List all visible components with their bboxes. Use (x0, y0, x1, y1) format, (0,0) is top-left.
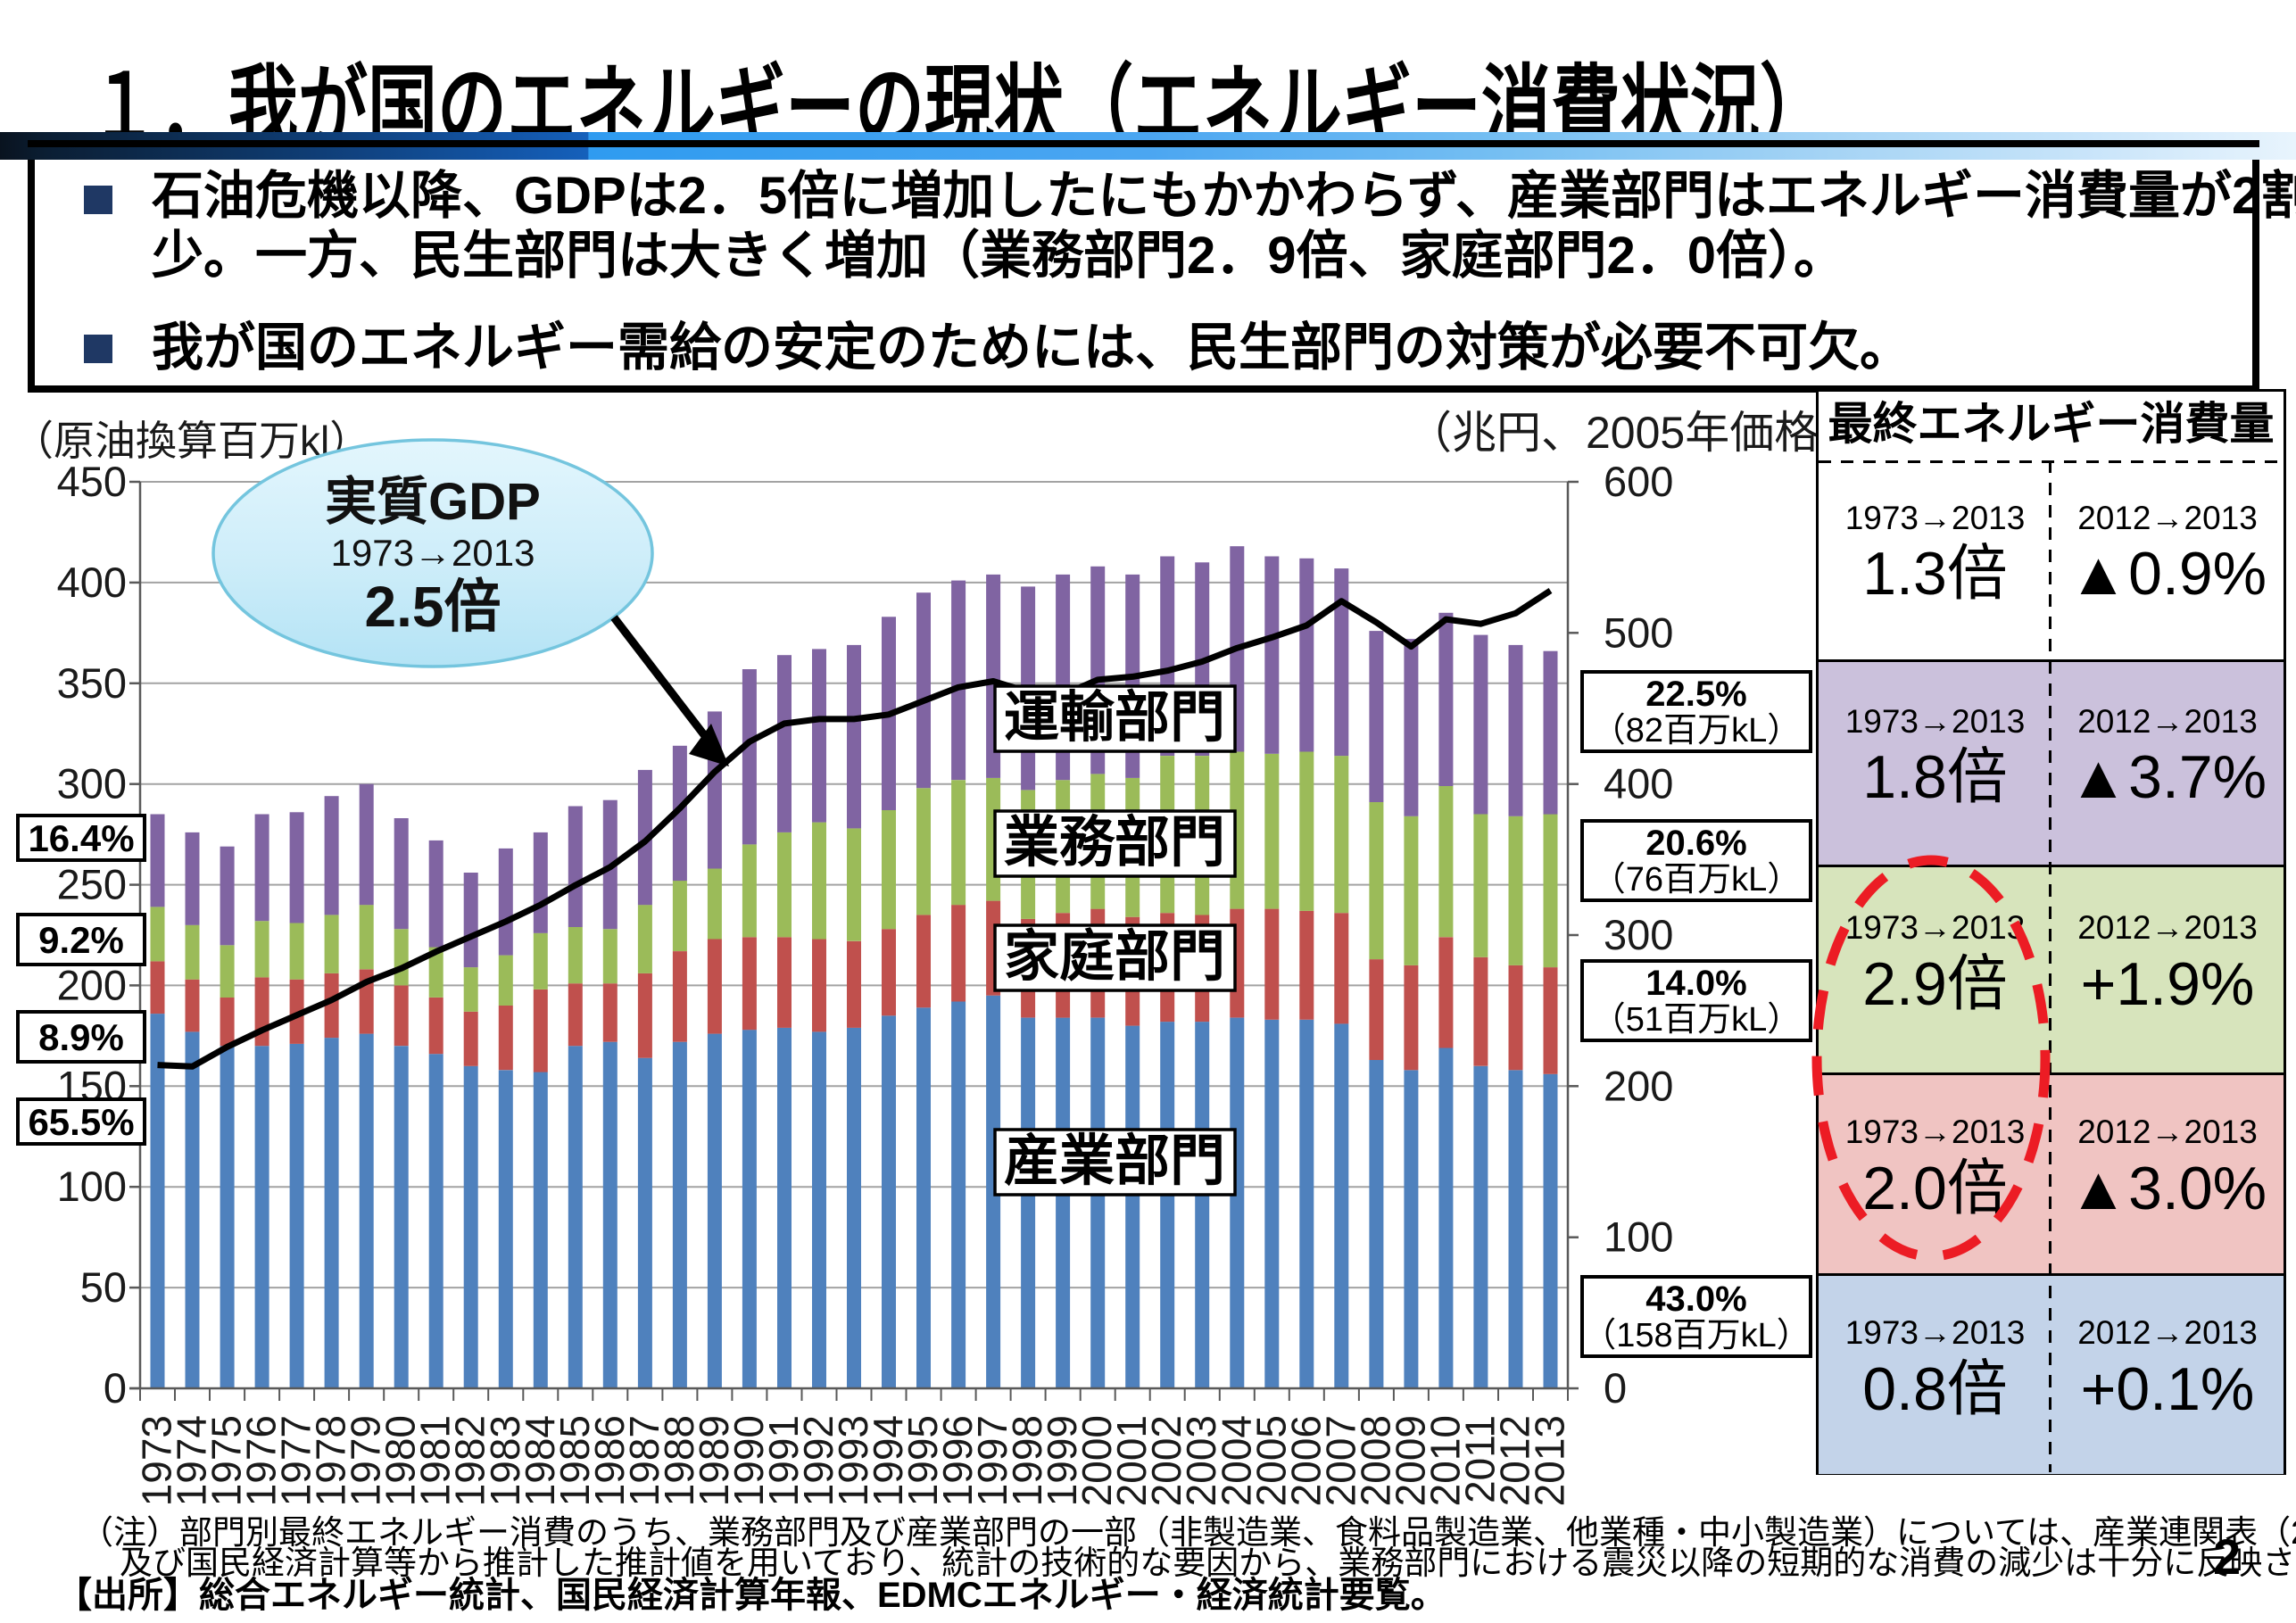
svg-text:16.4%: 16.4% (28, 817, 134, 859)
svg-text:（兆円、2005年価格）: （兆円、2005年価格） (1407, 408, 1825, 458)
svg-text:1981: 1981 (412, 1415, 459, 1506)
svg-text:1978: 1978 (308, 1415, 354, 1506)
svg-text:2011: 2011 (1456, 1415, 1503, 1503)
svg-text:300: 300 (57, 760, 127, 807)
svg-text:65.5%: 65.5% (28, 1101, 134, 1143)
svg-text:1980: 1980 (377, 1415, 424, 1506)
svg-text:1984: 1984 (517, 1415, 563, 1506)
svg-text:1990: 1990 (725, 1415, 772, 1506)
svg-text:350: 350 (57, 659, 127, 707)
svg-text:1982: 1982 (447, 1415, 493, 1506)
svg-text:50: 50 (80, 1263, 127, 1311)
svg-text:450: 450 (57, 458, 127, 505)
svg-text:1998: 1998 (1004, 1415, 1050, 1506)
svg-text:1986: 1986 (586, 1415, 633, 1506)
svg-text:1992: 1992 (795, 1415, 841, 1506)
svg-text:300: 300 (1604, 911, 1673, 958)
svg-text:22.5%: 22.5% (1645, 675, 1746, 714)
svg-text:1994: 1994 (865, 1415, 911, 1506)
svg-text:200: 200 (1604, 1062, 1673, 1109)
svg-text:100: 100 (57, 1163, 127, 1210)
svg-text:600: 600 (1604, 458, 1673, 505)
svg-text:8.9%: 8.9% (38, 1016, 124, 1058)
svg-text:2008: 2008 (1352, 1415, 1398, 1506)
svg-text:400: 400 (1604, 760, 1673, 807)
svg-text:1993: 1993 (830, 1415, 876, 1506)
svg-text:2005: 2005 (1247, 1415, 1294, 1506)
svg-text:1991: 1991 (760, 1415, 807, 1506)
svg-text:1999: 1999 (1039, 1415, 1085, 1506)
svg-text:1973→2013: 1973→2013 (331, 532, 535, 574)
svg-text:1985: 1985 (551, 1415, 598, 1506)
svg-text:2012: 2012 (1492, 1415, 1538, 1506)
svg-text:1996: 1996 (934, 1415, 981, 1506)
svg-text:9.2%: 9.2% (38, 919, 124, 961)
svg-text:2009: 2009 (1387, 1415, 1433, 1506)
svg-text:500: 500 (1604, 609, 1673, 656)
svg-text:1979: 1979 (343, 1415, 389, 1506)
svg-text:250: 250 (57, 861, 127, 908)
svg-text:産業部門: 産業部門 (1004, 1130, 1225, 1192)
svg-text:家庭部門: 家庭部門 (1004, 926, 1225, 988)
svg-text:1977: 1977 (273, 1415, 319, 1506)
svg-text:1975: 1975 (203, 1415, 250, 1506)
svg-text:運輸部門: 運輸部門 (1004, 687, 1225, 749)
svg-text:2001: 2001 (1108, 1415, 1155, 1506)
svg-text:1974: 1974 (169, 1415, 215, 1506)
svg-text:2004: 2004 (1213, 1415, 1259, 1506)
svg-text:43.0%: 43.0% (1645, 1279, 1746, 1319)
svg-text:2.5倍: 2.5倍 (365, 575, 501, 639)
svg-text:0: 0 (1604, 1364, 1627, 1412)
svg-text:1988: 1988 (656, 1415, 702, 1506)
svg-text:1997: 1997 (969, 1415, 1015, 1506)
svg-text:2006: 2006 (1282, 1415, 1329, 1506)
svg-text:0: 0 (104, 1364, 127, 1412)
svg-text:200: 200 (57, 961, 127, 1008)
svg-text:2002: 2002 (1143, 1415, 1189, 1506)
svg-text:2003: 2003 (1178, 1415, 1224, 1506)
svg-text:2013: 2013 (1527, 1415, 1573, 1506)
svg-text:1983: 1983 (482, 1415, 528, 1506)
svg-text:1973: 1973 (134, 1415, 180, 1506)
svg-text:（158百万kL）: （158百万kL） (1582, 1317, 1811, 1354)
svg-text:業務部門: 業務部門 (1004, 812, 1225, 874)
svg-text:1995: 1995 (899, 1415, 946, 1506)
svg-text:400: 400 (57, 559, 127, 606)
svg-text:20.6%: 20.6% (1645, 824, 1746, 863)
svg-text:2007: 2007 (1317, 1415, 1364, 1506)
svg-text:2010: 2010 (1422, 1415, 1468, 1506)
svg-text:（51百万kL）: （51百万kL） (1592, 1001, 1801, 1039)
svg-text:1976: 1976 (238, 1415, 285, 1506)
svg-text:1989: 1989 (691, 1415, 737, 1506)
svg-text:（76百万kL）: （76百万kL） (1592, 861, 1801, 898)
svg-text:2000: 2000 (1073, 1415, 1120, 1506)
svg-text:（82百万kL）: （82百万kL） (1592, 712, 1801, 749)
svg-text:（原油換算百万kl）: （原油換算百万kl） (12, 418, 370, 464)
svg-text:100: 100 (1604, 1213, 1673, 1261)
svg-text:1987: 1987 (621, 1415, 667, 1506)
svg-text:14.0%: 14.0% (1645, 964, 1746, 1003)
svg-text:実質GDP: 実質GDP (325, 473, 541, 531)
